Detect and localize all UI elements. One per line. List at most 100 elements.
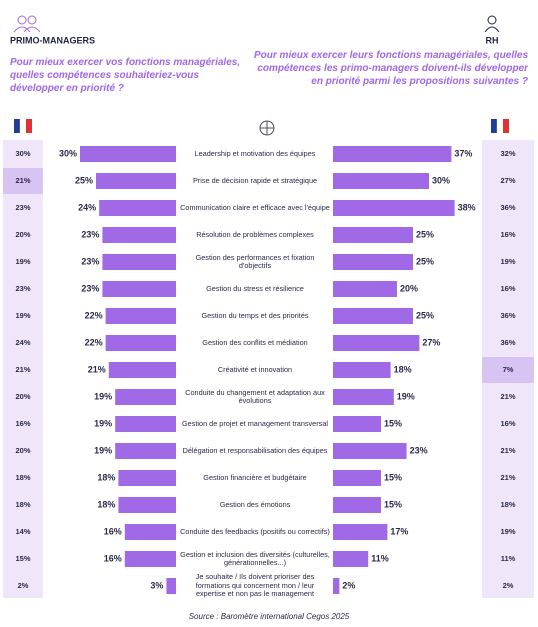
value-label: 23% — [81, 256, 99, 266]
right-question: Pour mieux exercer leurs fonctions manag… — [254, 50, 528, 87]
fr-value-label: 16% — [15, 419, 30, 428]
fr-value-label: 18% — [15, 500, 30, 509]
fr-value-label: 24% — [15, 338, 30, 347]
flag-right — [491, 118, 509, 134]
category-label: Gestion du stress et résilience — [206, 283, 304, 293]
category-label: Communication claire et efficace avec l'… — [180, 203, 330, 212]
category-text: Gestion des performances et fixation d'o… — [195, 252, 315, 270]
value-label: 30% — [59, 148, 77, 158]
category-text: Gestion des émotions — [219, 499, 291, 509]
fr-value-label: 16% — [500, 419, 515, 428]
value-label: 17% — [390, 526, 408, 536]
bar — [118, 497, 176, 513]
category-label: Gestion et inclusion des diversités (cul… — [180, 550, 330, 567]
value-label: 25% — [75, 175, 93, 185]
value-label: 23% — [410, 445, 428, 455]
fr-value-label: 23% — [15, 284, 30, 293]
fr-value-label: 36% — [500, 311, 515, 320]
bar — [333, 362, 391, 378]
category-label: Créativité et innovation — [218, 365, 292, 374]
bar — [102, 281, 176, 297]
bar — [333, 470, 381, 486]
value-label: 24% — [78, 202, 96, 212]
bar — [333, 389, 394, 405]
category-text: Conduite des feedbacks (positifs ou corr… — [180, 526, 330, 536]
value-label: 11% — [371, 553, 389, 563]
bar — [333, 416, 381, 432]
fr-value-label: 21% — [15, 365, 30, 374]
category-text: Gestion financière et budgétaire — [203, 472, 307, 482]
fr-value-label: 16% — [500, 284, 515, 293]
value-label: 30% — [432, 175, 450, 185]
bar — [105, 308, 176, 324]
category-text: Gestion des conflits et médiation — [202, 337, 308, 347]
fr-value-label: 20% — [15, 446, 30, 455]
category-label: Gestion des conflits et médiation — [202, 337, 308, 347]
category-label: Conduite du changement et adaptation aux… — [185, 387, 325, 405]
fr-value-label: 36% — [500, 338, 515, 347]
flag-left — [14, 118, 32, 134]
fr-value-label: 20% — [15, 230, 30, 239]
category-text: Résolution de problèmes complexes — [196, 229, 314, 239]
fr-value-label: 21% — [500, 473, 515, 482]
fr-value-label: 23% — [15, 203, 30, 212]
fr-value-label: 19% — [500, 527, 515, 536]
bar — [108, 362, 176, 378]
bar — [99, 200, 176, 216]
fr-value-label: 18% — [15, 473, 30, 482]
bar — [115, 416, 176, 432]
bar — [333, 443, 407, 459]
fr-highlight — [3, 168, 43, 194]
bar — [115, 389, 176, 405]
bar — [333, 578, 340, 594]
fr-value-label: 19% — [15, 257, 30, 266]
right-title: RH — [486, 35, 499, 45]
value-label: 22% — [85, 310, 103, 320]
category-text: Conduite du changement et adaptation aux… — [185, 387, 325, 405]
bar — [333, 335, 420, 351]
fr-value-label: 20% — [15, 392, 30, 401]
category-label: Gestion de projet et management transver… — [182, 419, 328, 428]
fr-value-label: 30% — [15, 149, 30, 158]
category-label: Délégation et responsabilisation des équ… — [182, 445, 328, 455]
value-label: 25% — [416, 256, 434, 266]
category-label: Gestion des performances et fixation d'o… — [195, 252, 315, 270]
value-label: 15% — [384, 472, 402, 482]
bar — [118, 470, 176, 486]
bar — [333, 524, 388, 540]
category-text: Gestion du stress et résilience — [206, 283, 304, 293]
category-text: Leadership et motivation des équipes — [194, 148, 316, 158]
category-text: Délégation et responsabilisation des équ… — [182, 445, 328, 455]
fr-value-label: 11% — [501, 554, 516, 563]
fr-value-label: 32% — [500, 149, 515, 158]
globe-icon — [259, 120, 275, 136]
bar — [105, 335, 176, 351]
fr-value-label: 21% — [500, 392, 515, 401]
fr-value-label: 14% — [15, 527, 30, 536]
category-label: Résolution de problèmes complexes — [196, 229, 314, 239]
value-label: 18% — [97, 472, 115, 482]
left-question: Pour mieux exercer vos fonctions managér… — [10, 57, 240, 94]
value-label: 38% — [458, 202, 476, 212]
fr-value-label: 16% — [500, 230, 515, 239]
fr-value-label: 15% — [15, 554, 30, 563]
category-label: Leadership et motivation des équipes — [194, 148, 316, 158]
value-label: 19% — [94, 418, 112, 428]
bar — [102, 227, 176, 243]
fr-value-label: 27% — [500, 176, 515, 185]
value-label: 2% — [342, 580, 355, 590]
fr-value-label: 19% — [500, 257, 515, 266]
category-label: Gestion financière et budgétaire — [203, 472, 307, 482]
category-label: Je souhaite / Ils doivent prioriser des … — [196, 573, 314, 599]
fr-value-label: 36% — [500, 203, 515, 212]
value-label: 19% — [397, 391, 415, 401]
value-label: 22% — [85, 337, 103, 347]
source: Source : Baromètre international Cegos 2… — [189, 612, 350, 621]
bar — [333, 497, 381, 513]
value-label: 15% — [384, 418, 402, 428]
value-label: 19% — [94, 445, 112, 455]
bar — [102, 254, 176, 270]
right-icon — [484, 15, 500, 33]
fr-highlight — [482, 357, 534, 383]
